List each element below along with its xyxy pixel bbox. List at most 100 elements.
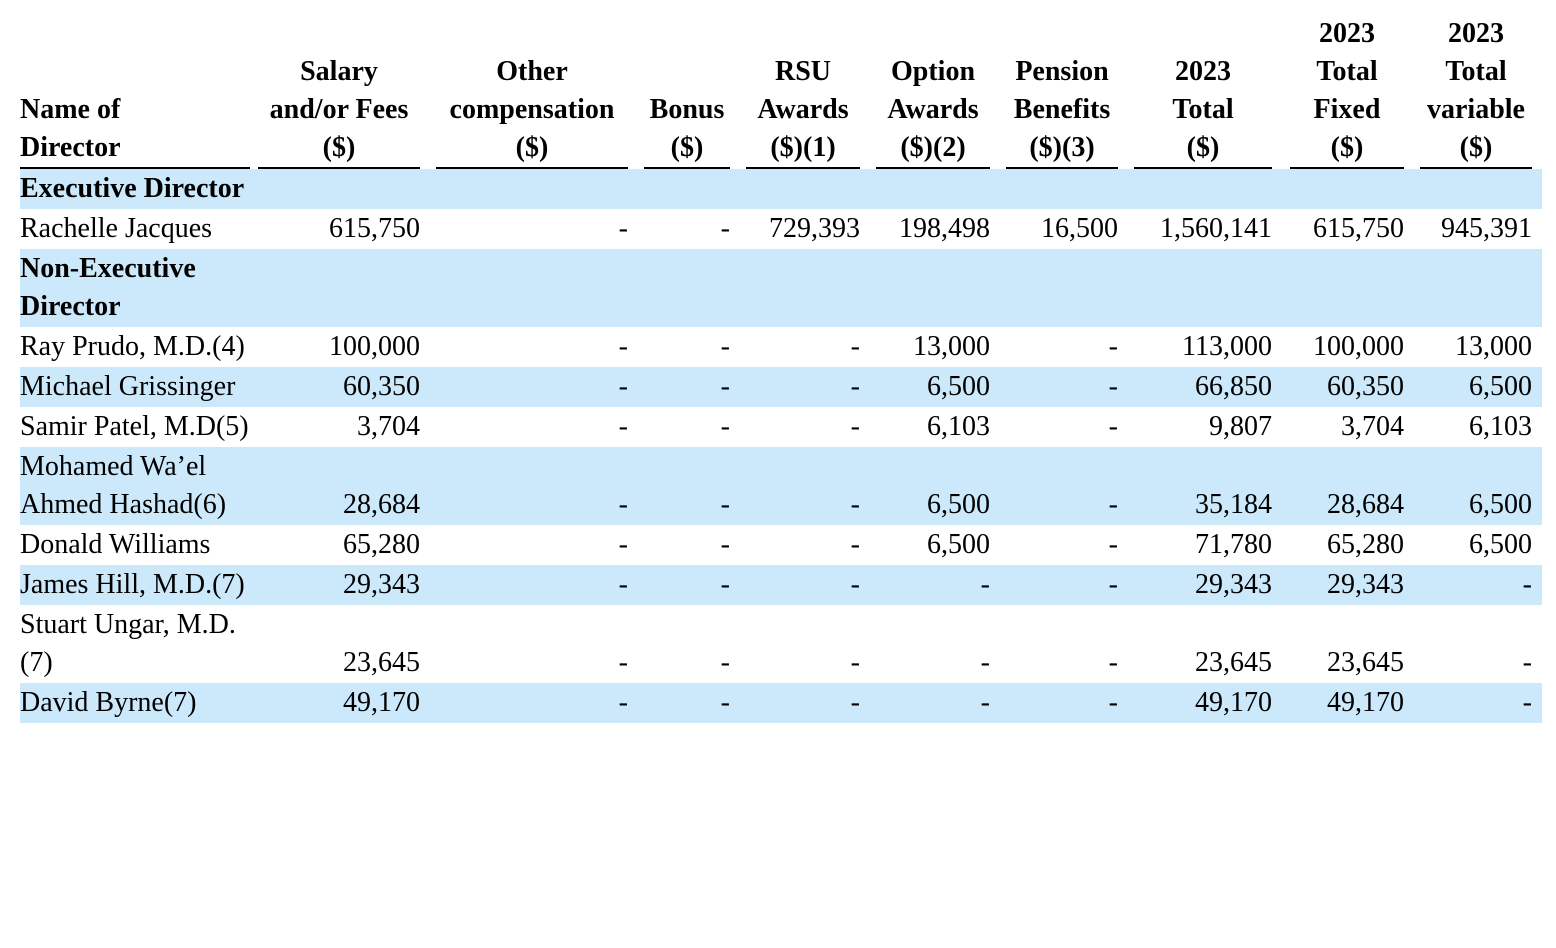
header-line: Total [1445, 56, 1507, 87]
header-underline: Other compensation ($) [436, 53, 628, 169]
header-underline: Salary and/or Fees ($) [258, 53, 420, 169]
amount-cell: 6,500 [1469, 529, 1532, 560]
empty-cell [876, 249, 1006, 327]
header-underline: Option Awards ($)(2) [876, 53, 990, 169]
amount-cell: 100,000 [1313, 331, 1404, 362]
amount-cell: - [980, 687, 990, 718]
director-row: Donald Williams 65,280 - - - 6,500 - 71,780 65,2… [20, 525, 1542, 565]
amount-cell: - [618, 411, 628, 442]
empty-cell [644, 169, 746, 209]
director-name: Rachelle Jacques [20, 213, 213, 244]
amount-cell: - [720, 411, 730, 442]
empty-cell [436, 169, 644, 209]
amount-cell: - [720, 647, 730, 678]
amount-cell: 60,350 [1327, 371, 1404, 402]
column-header: 2023 Total variable ($) [1420, 15, 1542, 169]
amount-cell: 6,500 [1469, 489, 1532, 520]
header-line: and/or Fees [269, 94, 409, 125]
header-line: ($) [670, 132, 704, 163]
director-name: Mohamed Wa’el Ahmed Hashad(6) [20, 451, 227, 520]
header-underline: Name of Director [20, 91, 250, 169]
amount-cell: - [850, 331, 860, 362]
amount-cell: - [618, 489, 628, 520]
header-line: Salary [300, 56, 378, 87]
director-row: David Byrne(7) 49,170 - - - - - 49,170 49,170 - [20, 683, 1542, 723]
amount-cell: 6,500 [927, 371, 990, 402]
amount-cell: - [720, 529, 730, 560]
header-line: 2023 [1175, 56, 1231, 87]
table-header: Name of Director Salary and/or Fees ($) Other… [20, 15, 1542, 169]
empty-cell [746, 169, 876, 209]
column-header: Salary and/or Fees ($) [258, 15, 436, 169]
amount-cell: 29,343 [343, 569, 420, 600]
amount-cell: 35,184 [1195, 489, 1272, 520]
header-line: ($)(2) [900, 132, 966, 163]
amount-cell: - [618, 569, 628, 600]
amount-cell: 49,170 [343, 687, 420, 718]
amount-cell: 29,343 [1195, 569, 1272, 600]
amount-cell: - [1108, 371, 1118, 402]
amount-cell: - [1108, 687, 1118, 718]
amount-cell: - [1522, 569, 1532, 600]
empty-cell [1006, 169, 1134, 209]
amount-cell: 16,500 [1041, 213, 1118, 244]
director-row: Ray Prudo, M.D.(4) 100,000 - - - 13,000 - 113,0… [20, 327, 1542, 367]
amount-cell: 28,684 [1327, 489, 1404, 520]
director-name: Samir Patel, M.D(5) [20, 411, 249, 442]
amount-cell: 615,750 [329, 213, 420, 244]
amount-cell: - [618, 687, 628, 718]
amount-cell: 65,280 [1327, 529, 1404, 560]
amount-cell: 6,500 [927, 529, 990, 560]
amount-cell: 100,000 [329, 331, 420, 362]
header-line: Option [890, 56, 976, 87]
amount-cell: - [720, 331, 730, 362]
amount-cell: 23,645 [1327, 647, 1404, 678]
header-line: Awards [757, 94, 849, 125]
header-line: ($) [322, 132, 356, 163]
header-line: compensation [449, 94, 615, 125]
header-underline: 2023 Total ($) [1134, 53, 1272, 169]
amount-cell: - [1108, 529, 1118, 560]
amount-cell: - [1522, 687, 1532, 718]
section-label: Executive Director [20, 173, 245, 204]
amount-cell: - [1522, 647, 1532, 678]
amount-cell: 6,103 [1469, 411, 1532, 442]
amount-cell: - [618, 331, 628, 362]
amount-cell: - [850, 569, 860, 600]
empty-cell [1420, 249, 1542, 327]
header-line: ($)(3) [1029, 132, 1095, 163]
director-name: David Byrne(7) [20, 687, 197, 718]
amount-cell: 71,780 [1195, 529, 1272, 560]
amount-cell: 65,280 [343, 529, 420, 560]
amount-cell: - [618, 213, 628, 244]
header-row: Name of Director Salary and/or Fees ($) Other… [20, 15, 1542, 169]
amount-cell: 29,343 [1327, 569, 1404, 600]
director-name: James Hill, M.D.(7) [20, 569, 245, 600]
empty-cell [1006, 249, 1134, 327]
amount-cell: 9,807 [1209, 411, 1272, 442]
empty-cell [876, 169, 1006, 209]
amount-cell: - [720, 489, 730, 520]
column-header: Name of Director [20, 15, 258, 169]
amount-cell: 49,170 [1195, 687, 1272, 718]
header-underline: 2023 Total Fixed ($) [1290, 15, 1404, 169]
column-header: Bonus ($) [644, 15, 746, 169]
director-row: Michael Grissinger 60,350 - - - 6,500 - 66,850 6… [20, 367, 1542, 407]
table-body: Executive Director Rachelle Jacques 615,75… [20, 169, 1542, 723]
header-line: Pension [1015, 56, 1109, 87]
header-underline: RSU Awards ($)(1) [746, 53, 860, 169]
amount-cell: - [1108, 489, 1118, 520]
header-line: ($)(1) [770, 132, 836, 163]
director-name: Donald Williams [20, 529, 211, 560]
empty-cell [1290, 249, 1420, 327]
empty-cell [258, 249, 436, 327]
amount-cell: 6,103 [927, 411, 990, 442]
header-underline: Bonus ($) [644, 91, 730, 169]
amount-cell: 49,170 [1327, 687, 1404, 718]
amount-cell: - [618, 371, 628, 402]
amount-cell: 23,645 [1195, 647, 1272, 678]
amount-cell: - [850, 647, 860, 678]
amount-cell: 13,000 [1455, 331, 1532, 362]
amount-cell: - [1108, 331, 1118, 362]
